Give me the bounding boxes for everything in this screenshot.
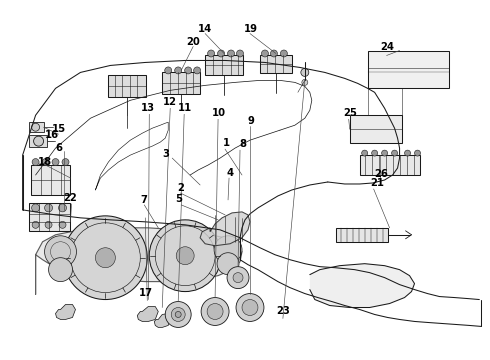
Circle shape: [218, 50, 224, 57]
Bar: [28, 135, 47, 147]
Circle shape: [45, 221, 52, 228]
Circle shape: [32, 204, 40, 212]
Text: 18: 18: [38, 157, 51, 167]
Text: 24: 24: [381, 41, 394, 51]
Circle shape: [32, 123, 40, 131]
Circle shape: [236, 293, 264, 321]
Circle shape: [64, 216, 147, 300]
Circle shape: [194, 67, 200, 74]
Circle shape: [302, 80, 308, 85]
Circle shape: [149, 220, 221, 292]
Circle shape: [227, 50, 235, 57]
Polygon shape: [310, 264, 415, 307]
Text: 19: 19: [244, 24, 258, 33]
Text: 21: 21: [370, 178, 385, 188]
Circle shape: [62, 159, 69, 166]
Circle shape: [34, 136, 44, 146]
Bar: [162, 72, 200, 94]
Circle shape: [32, 221, 39, 228]
Circle shape: [59, 221, 66, 228]
Text: 12: 12: [163, 97, 177, 107]
Text: 8: 8: [240, 139, 246, 149]
Circle shape: [382, 150, 388, 156]
Text: 26: 26: [375, 169, 389, 179]
Circle shape: [301, 68, 309, 76]
Bar: [28, 122, 44, 132]
Circle shape: [217, 253, 239, 275]
Text: 2: 2: [178, 183, 185, 193]
Circle shape: [175, 311, 181, 318]
Polygon shape: [154, 314, 170, 328]
Text: 22: 22: [64, 193, 77, 203]
Circle shape: [227, 267, 249, 289]
Text: 3: 3: [163, 149, 170, 159]
Circle shape: [262, 50, 269, 57]
Circle shape: [165, 302, 191, 328]
Circle shape: [96, 248, 115, 268]
Bar: [108, 75, 147, 97]
Text: 23: 23: [276, 306, 290, 316]
Circle shape: [58, 204, 67, 212]
Circle shape: [165, 67, 172, 74]
Circle shape: [207, 303, 223, 319]
Text: 6: 6: [55, 143, 62, 153]
Bar: [360, 155, 419, 175]
Text: 20: 20: [186, 36, 200, 46]
Bar: [350, 115, 401, 143]
Text: 13: 13: [141, 103, 155, 113]
Circle shape: [42, 159, 49, 166]
Circle shape: [52, 159, 59, 166]
Circle shape: [242, 300, 258, 315]
Text: 25: 25: [343, 108, 357, 118]
Circle shape: [415, 150, 420, 156]
Circle shape: [185, 67, 192, 74]
Polygon shape: [137, 306, 158, 321]
Bar: [336, 228, 388, 242]
Circle shape: [208, 50, 215, 57]
Circle shape: [45, 204, 52, 212]
Circle shape: [175, 67, 182, 74]
Circle shape: [237, 50, 244, 57]
Text: 1: 1: [222, 138, 230, 148]
Text: 17: 17: [139, 288, 153, 298]
Circle shape: [371, 150, 378, 156]
Bar: [368, 50, 449, 88]
Text: 4: 4: [226, 168, 234, 178]
Circle shape: [45, 236, 76, 268]
Text: 14: 14: [198, 24, 212, 33]
Circle shape: [32, 159, 39, 166]
Circle shape: [392, 150, 397, 156]
Polygon shape: [200, 212, 250, 246]
Circle shape: [280, 50, 287, 57]
Text: 16: 16: [45, 130, 59, 140]
Bar: [30, 165, 71, 195]
Circle shape: [49, 258, 73, 282]
Text: 15: 15: [51, 124, 66, 134]
Circle shape: [171, 307, 185, 321]
Text: 10: 10: [212, 108, 226, 118]
Circle shape: [270, 50, 277, 57]
Circle shape: [201, 298, 229, 325]
Polygon shape: [36, 228, 242, 294]
Text: 11: 11: [178, 103, 192, 113]
Polygon shape: [55, 305, 75, 319]
Text: 5: 5: [176, 194, 183, 204]
Circle shape: [405, 150, 411, 156]
Text: 7: 7: [141, 195, 147, 205]
Text: 9: 9: [247, 116, 254, 126]
Circle shape: [214, 236, 242, 264]
Bar: [28, 203, 71, 231]
Bar: [260, 55, 292, 73]
Bar: [205, 55, 243, 75]
Circle shape: [233, 273, 243, 283]
Circle shape: [176, 247, 194, 265]
Circle shape: [362, 150, 368, 156]
